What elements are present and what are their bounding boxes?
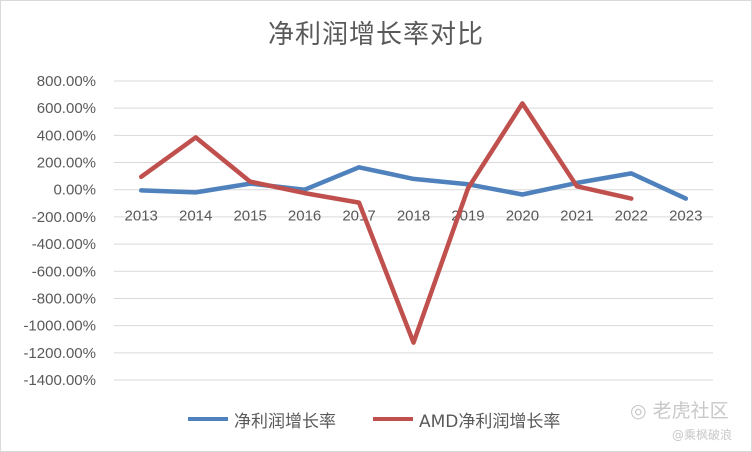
y-tick-label: -600.00% — [32, 263, 96, 280]
y-tick-label: -200.00% — [32, 209, 96, 226]
watermark-icon: ◎ — [630, 400, 647, 422]
x-axis-labels: 2013 2014 2015 2016 2017 2018 2019 2020 2021 2022… — [125, 208, 703, 225]
gridlines — [114, 80, 713, 381]
legend-item-series-1: 净利润增长率 — [188, 405, 336, 433]
legend-item-series-2: AMD净利润增长率 — [373, 405, 560, 433]
y-tick-label: 600.00% — [37, 100, 96, 117]
series-line-2 — [138, 101, 634, 345]
x-tick-label: 2022 — [615, 208, 648, 225]
legend-label-series-2: AMD净利润增长率 — [419, 411, 561, 432]
y-tick-label: -800.00% — [32, 290, 96, 307]
x-tick-label: 2021 — [560, 208, 593, 225]
y-axis-labels: 800.00% 600.00% 400.00% 200.00% 0.00% -200.00… — [23, 73, 96, 389]
y-tick-label: -1400.00% — [23, 372, 96, 389]
watermark-brand: 老虎社区 — [652, 400, 729, 422]
legend-swatch-series-2 — [373, 417, 413, 421]
y-tick-label: 800.00% — [37, 73, 96, 90]
y-tick-label: 0.00% — [53, 182, 96, 199]
legend: 净利润增长率 AMD净利润增长率 — [0, 405, 752, 433]
x-tick-label: 2015 — [233, 208, 266, 225]
y-tick-label: 400.00% — [37, 127, 96, 144]
legend-swatch-series-1 — [188, 417, 228, 421]
x-tick-label: 2016 — [288, 208, 321, 225]
x-tick-label: 2020 — [506, 208, 539, 225]
chart-title: 净利润增长率对比 — [267, 20, 484, 50]
x-tick-label: 2014 — [179, 208, 212, 225]
x-tick-label: 2017 — [342, 208, 375, 225]
x-tick-label: 2018 — [397, 208, 430, 225]
watermark-user: @乘枫破浪 — [672, 428, 733, 442]
watermark-logo: ◎ 老虎社区 — [630, 396, 729, 423]
y-tick-label: -1200.00% — [23, 345, 96, 362]
y-tick-label: 200.00% — [37, 155, 96, 172]
y-tick-label: -1000.00% — [23, 318, 96, 335]
series-line-1 — [138, 165, 689, 201]
x-tick-label: 2013 — [125, 208, 158, 225]
y-tick-label: -400.00% — [32, 236, 96, 253]
series-lines — [138, 101, 689, 345]
legend-label-series-1: 净利润增长率 — [234, 411, 336, 432]
x-tick-label: 2023 — [669, 208, 702, 225]
